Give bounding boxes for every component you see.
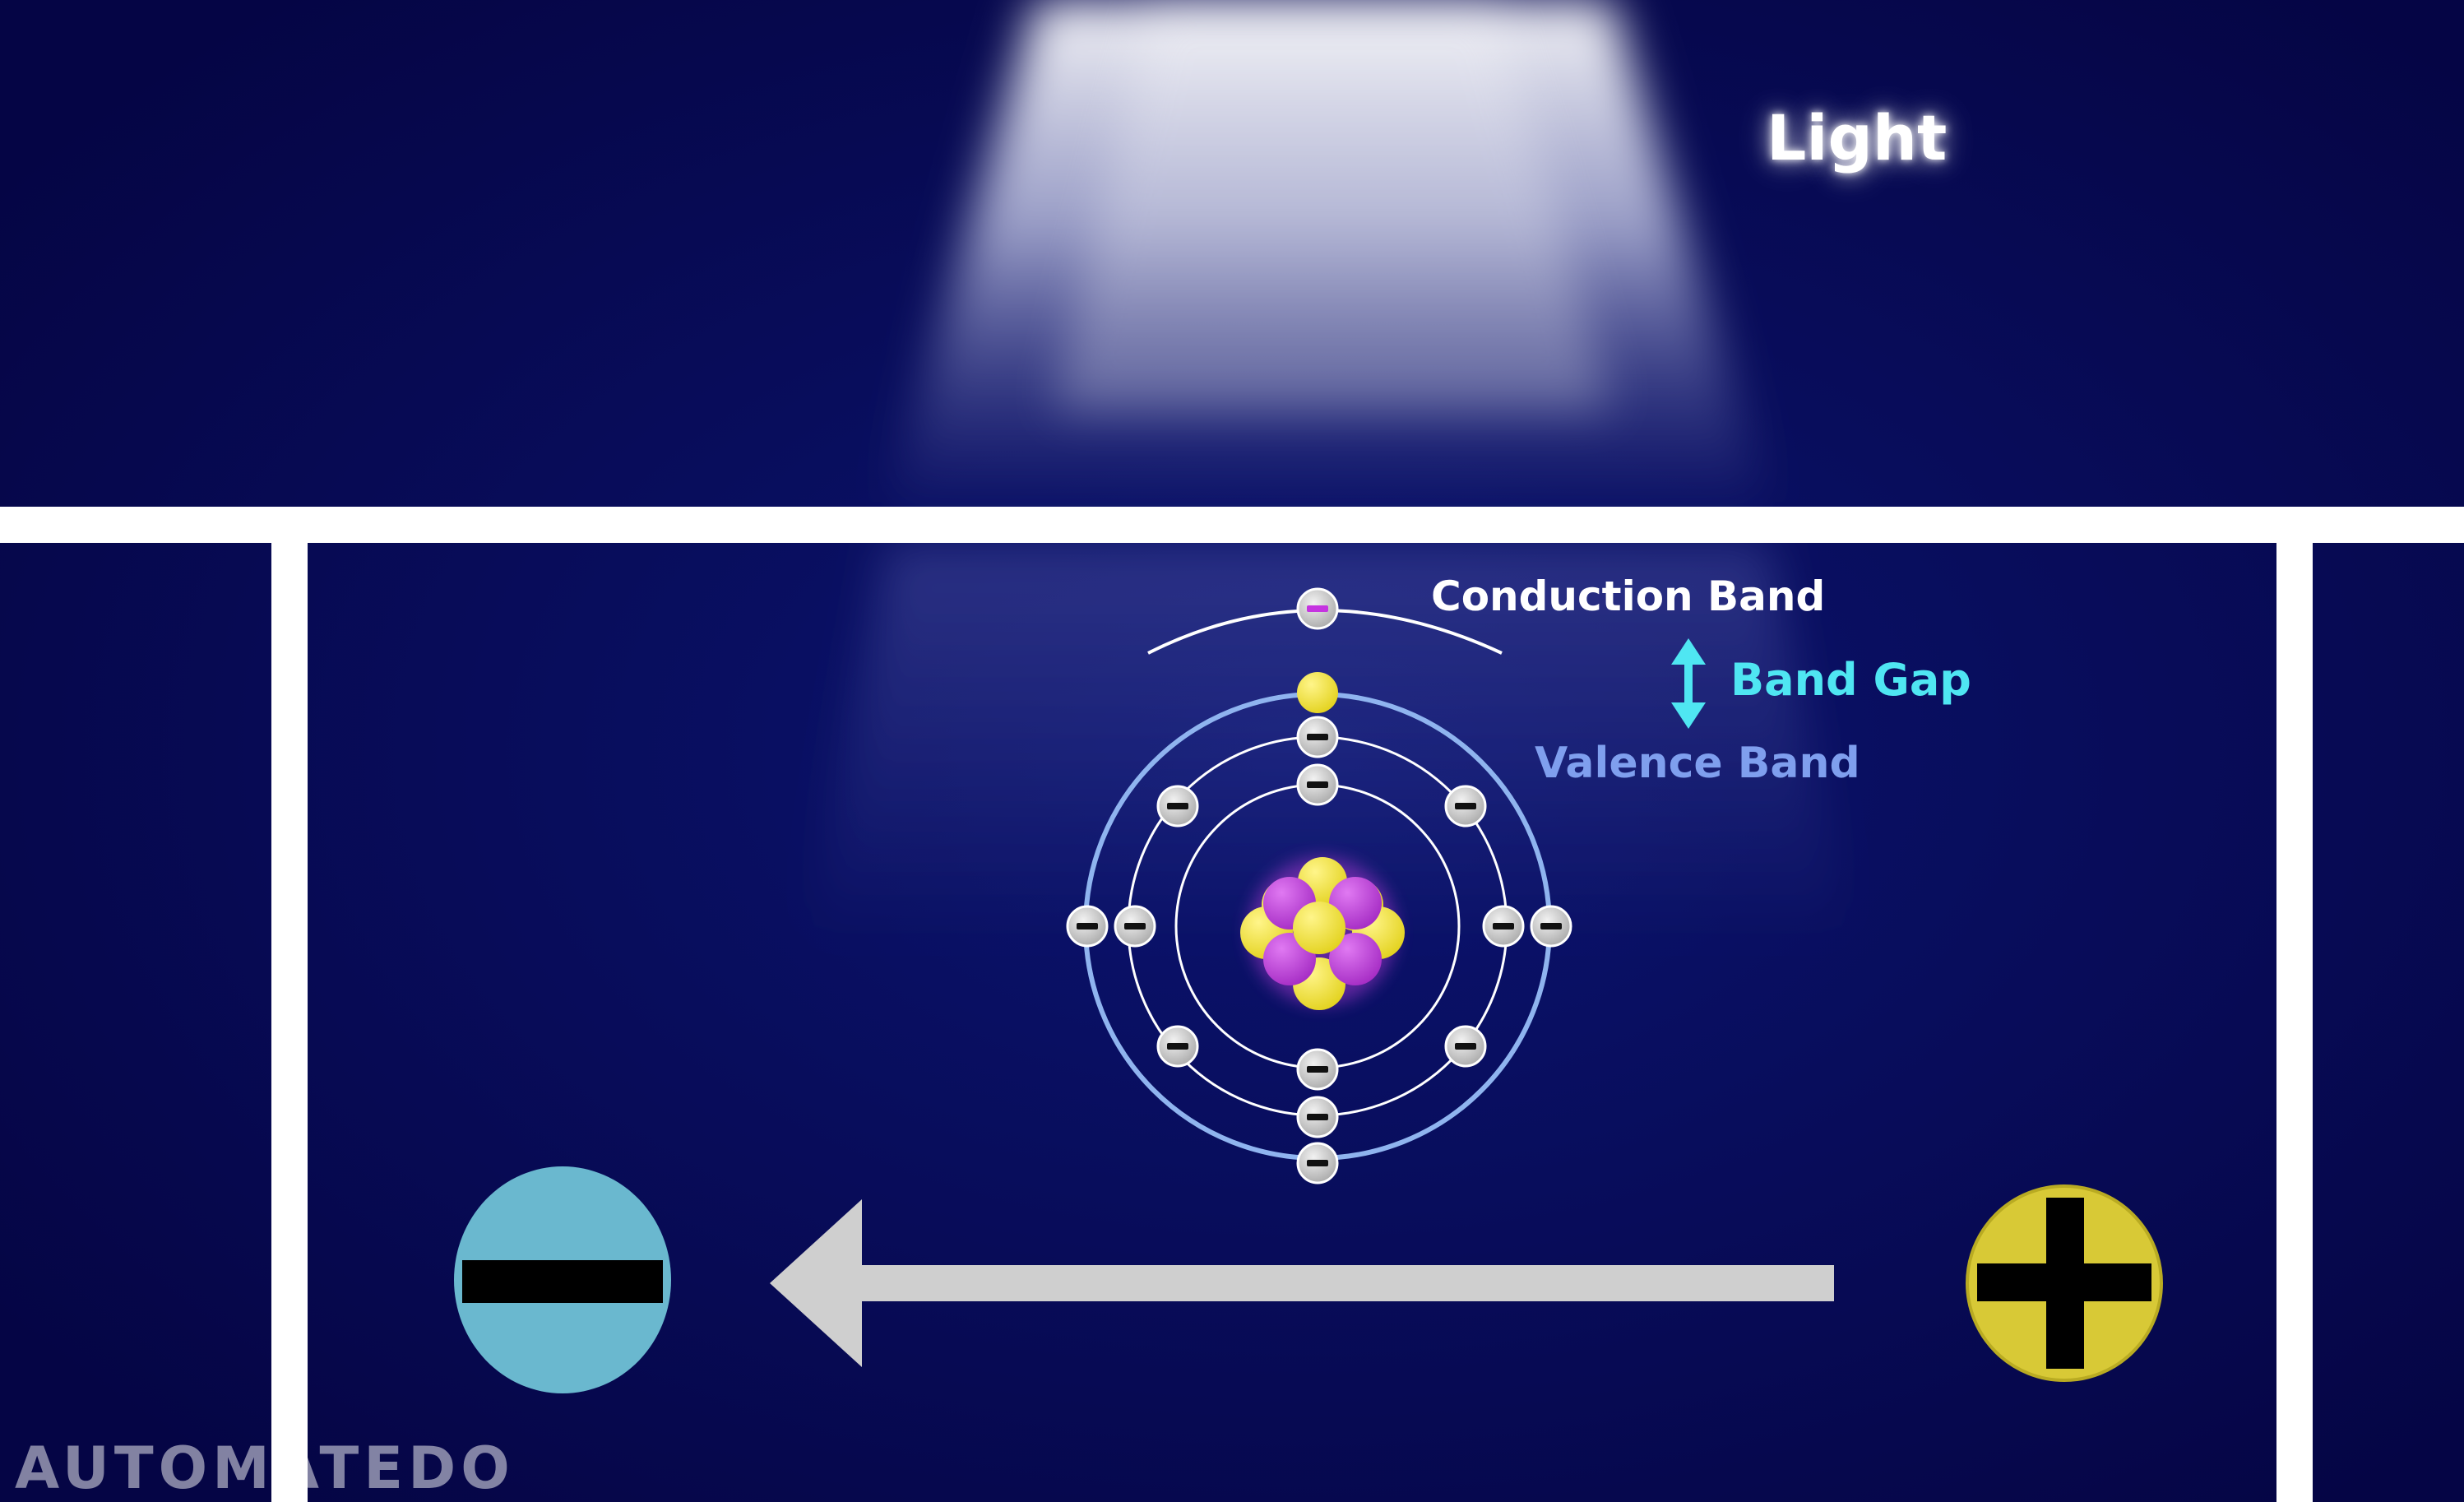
conduction-band-label: Conduction Band bbox=[1431, 573, 1826, 620]
arrow-left-icon bbox=[770, 1199, 1834, 1367]
double-arrow-icon bbox=[1671, 638, 1706, 729]
minus-icon bbox=[454, 1166, 671, 1393]
band-gap-label: Band Gap bbox=[1730, 654, 1971, 706]
watermark-logo: AUTOMATEDO bbox=[15, 1435, 515, 1502]
electron-minus-icon bbox=[1066, 905, 1109, 948]
electron-minus-icon bbox=[1444, 785, 1487, 827]
plus-icon bbox=[1966, 1184, 2163, 1382]
electron-minus-icon bbox=[1296, 763, 1339, 806]
electron-minus-icon bbox=[1296, 716, 1339, 758]
light-label: Light bbox=[1767, 101, 1948, 174]
electron-minus-icon bbox=[1114, 905, 1156, 948]
nucleus bbox=[1240, 857, 1405, 1010]
electron-minus-icon bbox=[1482, 905, 1525, 948]
valence-band-label: Valence Band bbox=[1535, 739, 1860, 788]
electron-minus-icon bbox=[1156, 1025, 1199, 1068]
electron-minus-icon bbox=[1296, 1096, 1339, 1138]
electron-minus-icon bbox=[1156, 785, 1199, 827]
free-electron bbox=[1297, 672, 1338, 713]
electron-minus-icon bbox=[1296, 587, 1339, 630]
electron-minus-icon bbox=[1296, 1142, 1339, 1184]
electron-minus-icon bbox=[1444, 1025, 1487, 1068]
electrons bbox=[1066, 587, 1572, 1184]
circuit-wire bbox=[0, 507, 2464, 1502]
electron-minus-icon bbox=[1530, 905, 1572, 948]
electron-minus-icon bbox=[1296, 1048, 1339, 1091]
